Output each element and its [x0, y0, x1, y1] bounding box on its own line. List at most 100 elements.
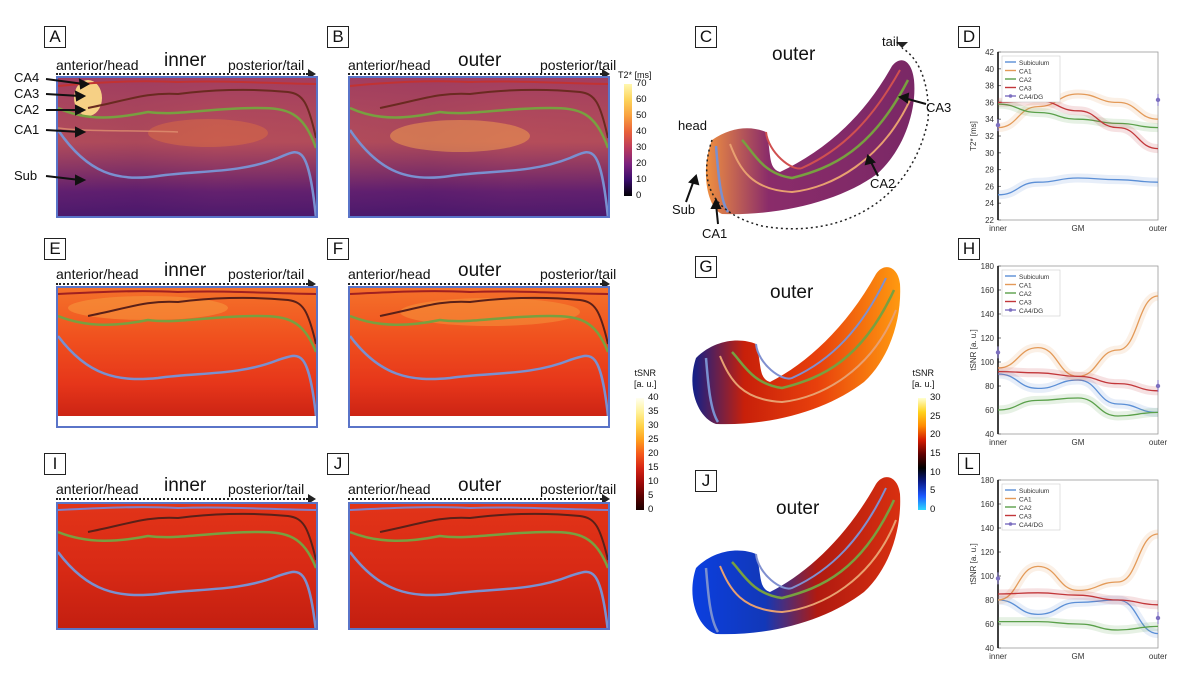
flatmap-F-image: [350, 288, 608, 416]
series-point-CA4/DG: [995, 350, 1001, 355]
panelC-label-CA1: CA1: [702, 226, 728, 241]
panelG-surface: [692, 267, 901, 425]
x-tick-label: inner: [989, 224, 1007, 233]
axis-arrowhead-B: [602, 69, 610, 79]
axis-posterior-J: posterior/tail: [540, 481, 617, 497]
panel-label-E: E: [44, 238, 66, 260]
axis-posterior-B: posterior/tail: [540, 57, 617, 73]
y-tick-label: 40: [985, 644, 994, 653]
y-tick-label: 160: [981, 286, 995, 295]
colorbar-tsnr-tick: 30: [648, 420, 659, 431]
legend-entry: CA4/DG: [1019, 522, 1043, 529]
y-tick-label: 40: [985, 430, 994, 439]
panel-label-J: J: [327, 453, 349, 475]
x-tick-label: outer: [1149, 224, 1168, 233]
y-axis-label: T2* [ms]: [969, 121, 978, 151]
panel-label-D: D: [958, 26, 980, 48]
colorbar-t2-tick: 70: [636, 78, 647, 89]
colorbar-tsnr-title: tSNR [a. u.]: [634, 368, 657, 390]
colorbar-tsnr3d: [918, 398, 926, 510]
axis-arrow-B: [348, 73, 602, 75]
series-line-CA2: [997, 397, 1159, 417]
colorbar-t2-title: T2* [ms]: [618, 70, 652, 80]
panelC-surface: [705, 42, 930, 230]
axis-arrowhead-F: [602, 279, 610, 289]
y-tick-label: 34: [985, 115, 994, 124]
series-point-CA4/DG: [995, 122, 1001, 128]
colorbar-tsnr-tick: 25: [648, 434, 659, 445]
colorbar-tsnr3d-tick: 0: [930, 504, 936, 515]
colorbar-tsnr-title-line2: [a. u.]: [634, 379, 657, 389]
panelC-label-tail: tail: [882, 34, 899, 49]
y-tick-label: 120: [981, 548, 995, 557]
y-tick-label: 36: [985, 98, 994, 107]
y-tick-label: 120: [981, 334, 995, 343]
colorbar-tsnr3d-tick: 10: [930, 466, 941, 478]
panelC-label-Sub: Sub: [672, 202, 696, 217]
axis-arrow-F: [348, 283, 602, 285]
title-outer-B: outer: [458, 50, 502, 71]
series-point-CA4/DG: [1155, 615, 1161, 621]
colorbar-tsnr3d-tick: 20: [930, 429, 941, 441]
x-tick-label: GM: [1072, 224, 1085, 233]
axis-anterior-A: anterior/head: [56, 57, 139, 73]
axis-anterior-J: anterior/head: [348, 481, 431, 497]
legend-entry: CA4/DG: [1019, 94, 1043, 101]
axis-posterior-I: posterior/tail: [228, 481, 305, 497]
axis-arrow-J: [348, 498, 602, 500]
y-tick-label: 26: [985, 182, 994, 191]
series-point-CA4/DG: [995, 576, 1001, 581]
colorbar-tsnr-tick: 15: [648, 462, 659, 473]
axis-anterior-E: anterior/head: [56, 266, 139, 282]
panelC-title: outer: [772, 44, 816, 65]
label-CA3: CA3: [14, 86, 40, 101]
legend-entry: CA2: [1019, 291, 1032, 298]
chart-H: 40 60 80 100 120 140 160 180 tSNR [a. u.] inner GM…: [958, 262, 1168, 464]
colorbar-tsnr-tick: 20: [648, 448, 659, 459]
series-line-CA3: [997, 592, 1159, 606]
y-tick-label: 180: [981, 476, 995, 485]
legend-entry: Subiculum: [1019, 488, 1049, 495]
legend-entry: CA1: [1019, 497, 1032, 504]
x-tick-label: GM: [1072, 652, 1085, 661]
axis-arrowhead-E: [308, 279, 316, 289]
chart-L-svg: 40 60 80 100 120 140 160 180 tSNR [a. u.] inner GM…: [969, 476, 1167, 661]
axis-posterior-A: posterior/tail: [228, 57, 305, 73]
colorbar-tsnr3d-tick: 25: [930, 410, 941, 422]
colorbar-tsnr3d-title-line1: tSNR: [912, 368, 935, 378]
colorbar-t2: [624, 84, 632, 196]
legend-entry: CA3: [1019, 86, 1032, 93]
chart-L: 40 60 80 100 120 140 160 180 tSNR [a. u.] inner GM…: [958, 476, 1168, 678]
axis-anterior-I: anterior/head: [56, 481, 139, 497]
panel-label-G: G: [695, 256, 717, 278]
series-point-CA4/DG: [1155, 383, 1161, 389]
chart-H-svg: 40 60 80 100 120 140 160 180 tSNR [a. u.] inner GM…: [969, 262, 1167, 447]
x-tick-label: inner: [989, 438, 1007, 447]
colorbar-tsnr3d-title-line2: [a. u.]: [912, 379, 935, 389]
title-inner-A: inner: [164, 50, 207, 71]
panelC-label-CA2: CA2: [870, 176, 896, 191]
axis-arrow-E: [56, 283, 308, 285]
y-tick-label: 180: [981, 262, 995, 271]
panel-label-A: A: [44, 26, 66, 48]
y-tick-label: 80: [985, 596, 994, 605]
axis-arrowhead-I: [308, 494, 316, 504]
x-tick-label: GM: [1072, 438, 1085, 447]
legend-entry: CA1: [1019, 283, 1032, 290]
panelG-title: outer: [770, 282, 814, 303]
series-line-CA2: [997, 103, 1159, 129]
panel-label-H: H: [958, 238, 980, 260]
title-outer-J: outer: [458, 475, 502, 496]
colorbar-tsnr3d-tick: 30: [930, 392, 941, 403]
colorbar-t2-tick: 20: [636, 158, 647, 169]
panel-label-I: I: [44, 453, 66, 475]
colorbar-tsnr-tick: 40: [648, 392, 659, 403]
title-outer-F: outer: [458, 260, 502, 281]
legend-entry: Subiculum: [1019, 60, 1049, 67]
y-tick-label: 42: [985, 48, 994, 57]
flatmap-J: [348, 502, 610, 630]
chart-D: 22 24 26 28 30 32 34 36 38 40 42 T2* [ms] inner GM out…: [958, 48, 1168, 250]
legend-entry: CA3: [1019, 514, 1032, 521]
colorbar-t2-tick: 40: [636, 126, 647, 137]
flatmap-B-image: [350, 78, 608, 216]
